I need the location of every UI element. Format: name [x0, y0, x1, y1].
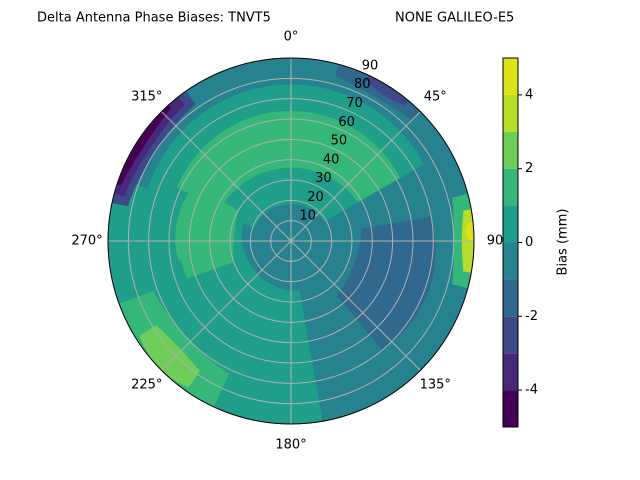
colorbar-tick-label: 4: [525, 87, 533, 102]
contour-region: [465, 221, 474, 241]
theta-tick-label: 180°: [275, 438, 306, 453]
grid-spoke: [290, 111, 421, 242]
r-tick-label: 50: [331, 134, 348, 149]
theta-tick-label: 135°: [420, 378, 451, 393]
grid-spoke: [161, 111, 292, 242]
chart-title: Delta Antenna Phase Biases: TNVT5: [37, 11, 271, 26]
contour-region: [365, 75, 409, 106]
colorbar-band: [503, 58, 518, 95]
r-tick-label: 60: [338, 115, 355, 130]
colorbar-band: [503, 316, 518, 354]
colorbar-band: [503, 279, 518, 317]
r-tick-label: 10: [300, 209, 317, 224]
colorbar-band: [503, 353, 518, 391]
theta-tick-label: 225°: [131, 378, 162, 393]
colorbar-tick-label: 2: [525, 161, 533, 176]
r-tick-label: 90: [362, 58, 379, 73]
theta-tick-label: 90: [487, 234, 504, 249]
contour-region: [336, 216, 436, 350]
colorbar-band: [503, 205, 518, 243]
r-tick-label: 30: [315, 171, 332, 186]
colorbar-band: [503, 131, 518, 169]
contour-region: [335, 64, 421, 121]
grid-spoke: [161, 240, 292, 371]
colorbar-band: [503, 94, 518, 132]
colorbar-tick-label: -2: [525, 309, 538, 324]
contour-region: [139, 325, 200, 388]
contour-region: [117, 105, 172, 186]
theta-tick-label: 315°: [131, 89, 162, 104]
polar-frame: [107, 57, 475, 425]
colorbar-tick-label: -4: [525, 383, 538, 398]
contour-region: [112, 91, 196, 207]
colorbar-label: Bias (mm): [556, 209, 571, 276]
r-tick-label: 40: [323, 152, 340, 167]
contour-region: [114, 96, 185, 197]
theta-tick-label: 0°: [284, 30, 299, 45]
r-tick-label: 20: [307, 190, 324, 205]
grid-spoke: [290, 240, 421, 371]
theta-tick-label: 45°: [424, 89, 447, 104]
colorbar-tick-label: 0: [525, 235, 533, 250]
r-tick-label: 70: [346, 96, 363, 111]
r-tick-label: 80: [354, 77, 371, 92]
colorbar-band: [503, 168, 518, 206]
contour-region: [175, 185, 239, 280]
theta-tick-label: 270°: [71, 234, 102, 249]
chart-subtitle: NONE GALILEO-E5: [395, 11, 514, 26]
colorbar-band: [503, 242, 518, 280]
colorbar-band: [503, 390, 518, 427]
